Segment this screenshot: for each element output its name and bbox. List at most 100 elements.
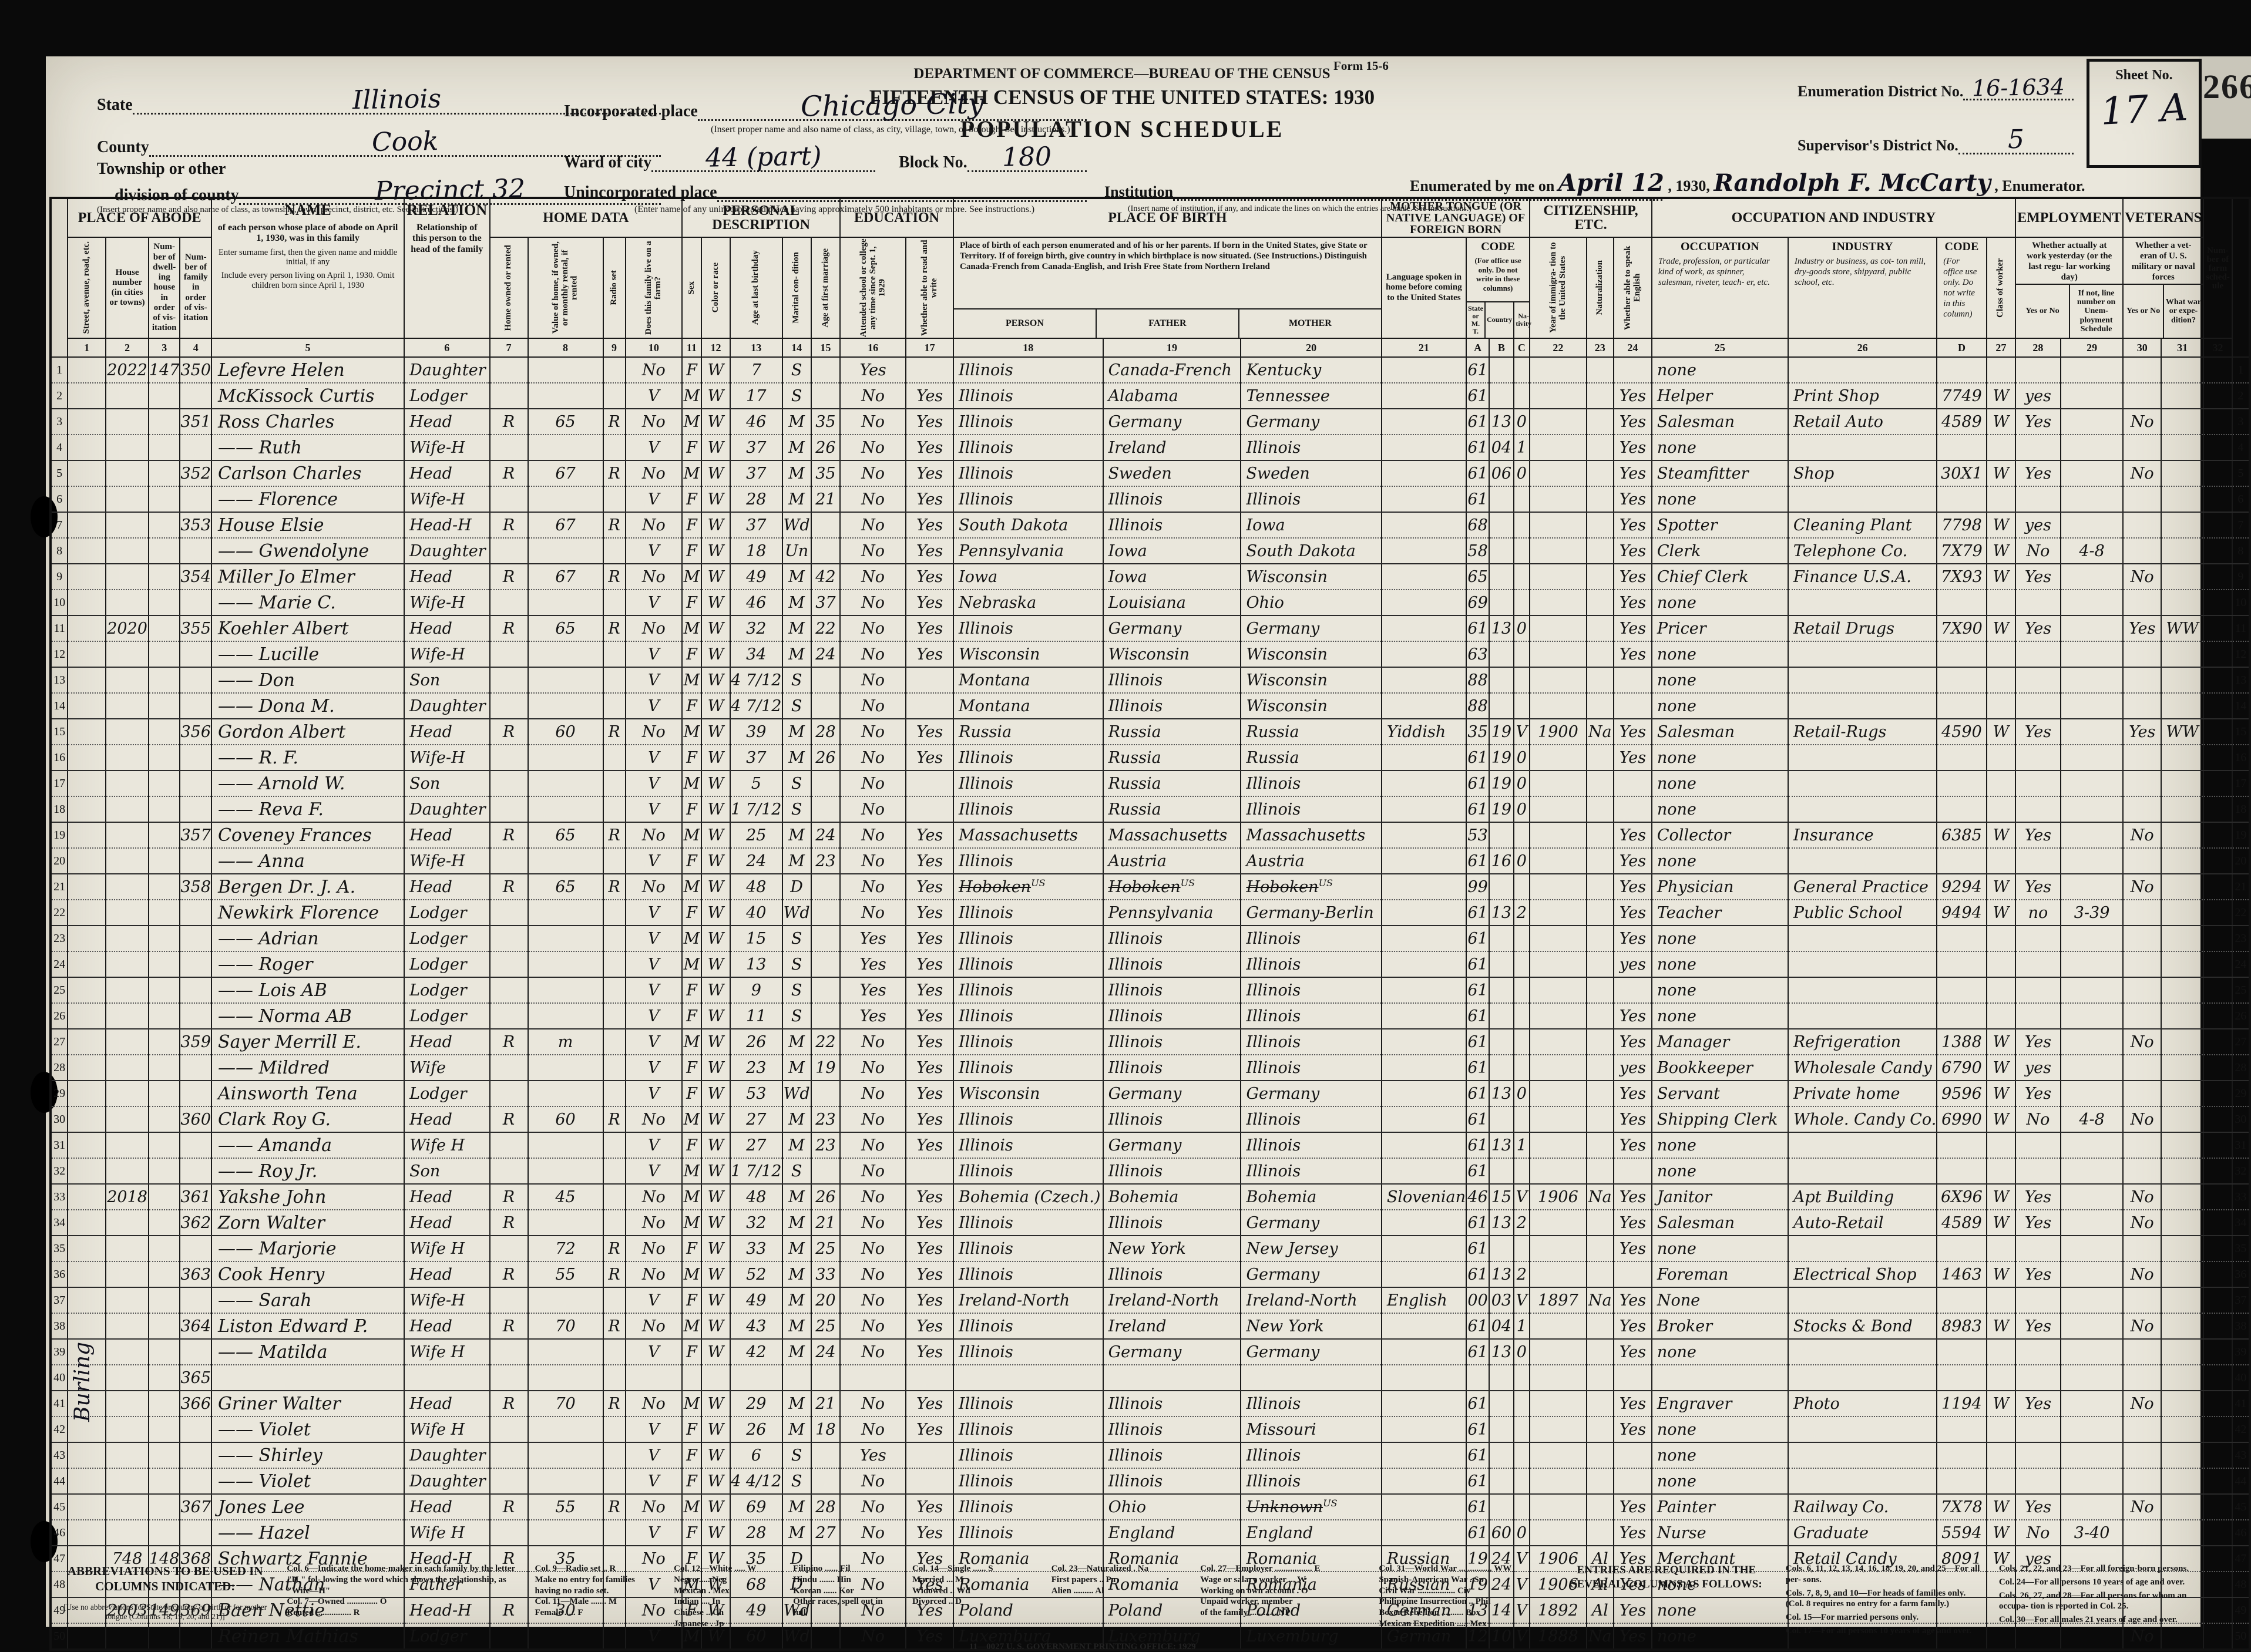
col-number-16: 16 [839,338,907,358]
cell-family-number [179,383,213,409]
cell-at-work: No [2015,1520,2061,1546]
cell-attended-school: No [839,486,907,513]
film-edge: 266 [2199,56,2251,139]
entries-col-a: Cols. 6, 11, 12, 13, 14, 16, 18, 19, 20,… [1785,1564,1980,1636]
cell-relation: Head [404,874,490,900]
group-relation: RELATION Relationship of this person to t… [404,197,490,339]
cell-birthplace-mother: Illinois [1240,1003,1382,1029]
cell-at-work [2015,693,2061,719]
cell-veteran [2122,1287,2162,1314]
cell-house-number [105,1442,149,1469]
person-row-38: 38 364 Liston Edward P. Head R 70 R No M W 43 M 25 No… [49,1313,2251,1340]
cell-code-a: 61 [1465,771,1490,797]
gpo-imprint: 11—0027 U. S. GOVERNMENT PRINTING OFFICE… [969,1642,1196,1651]
cell-immigration-year [1529,1520,1587,1546]
cell-color-race: W [700,1520,731,1546]
cell-line-right: 23 [2231,926,2251,952]
cell-industry: Wholesale Candy [1787,1055,1938,1081]
cell-name: —— Marjorie [211,1236,405,1262]
cell-relation: Head [404,460,490,487]
cell-street [67,1029,107,1055]
cell-line-right: 3 [2231,409,2251,435]
ward-value: 44 (part) [705,141,822,173]
cell-house-number [105,1468,149,1495]
cell-code-a: 61 [1465,1494,1490,1520]
cell-radio-set [602,1210,626,1236]
cell-sex: F [681,900,702,926]
col-label-value-of-home-if-owned-or-mont: Value of home, if owned, or monthly rent… [527,237,604,339]
cell-name: —— Nathan [211,1572,405,1598]
col-number-27: 27 [1985,338,2017,358]
group-name: NAME of each person whose place of abode … [211,197,405,339]
cell-line-right: 11 [2231,615,2251,642]
cell-code-d: 6385 [1936,822,1987,849]
abbrev-block-4: Filipino ...... Fil Hindu ....... Hin Kore… [793,1564,883,1617]
cell-read-write: Yes [905,1417,954,1443]
cell-relation: Wife-H [404,1287,490,1314]
cell-age: 28 [730,486,783,513]
cell-birthplace-father: Illinois [1102,1003,1242,1029]
cell-age: 4 7/12 [730,667,783,694]
cell-line-right: 5 [2231,460,2251,487]
cell-line-left: 7 [49,512,69,539]
cell-street [67,1494,107,1520]
cell-code-c: 0 [1513,409,1531,435]
cell-relation: Father [404,1572,490,1598]
cell-age-first-marriage: 22 [810,1029,841,1055]
cell-home-value [527,1468,604,1495]
cell-line-right: 35 [2231,1236,2251,1262]
cell-code-a: 69 [1465,590,1490,616]
cell-age-first-marriage: 35 [810,409,841,435]
cell-age: 42 [730,1339,783,1365]
cell-birthplace-mother: Germany [1240,615,1382,642]
cell-line-right: 49 [2231,1597,2251,1624]
cell-code-a: 61 [1465,1029,1490,1055]
cell-farm-schedule [2203,460,2233,487]
cell-code-d: 5594 [1936,1520,1987,1546]
cell-birthplace-person: Illinois [953,1520,1104,1546]
cell-house-number [105,1132,149,1159]
column-label-row: Street, avenue, road, etc. House number (… [51,237,2250,339]
cell-dwelling-number [147,1391,181,1417]
cell-name: —— Sarah [211,1287,405,1314]
cell-radio-set [602,1468,626,1495]
cell-mother-tongue [1380,512,1467,539]
cell-class-of-worker [1985,435,2017,461]
enumeration-district-label: Enumeration District No. [1798,83,1964,100]
cell-marital-condition: M [781,1339,812,1365]
cell-farm-schedule [2203,383,2233,409]
cell-mother-tongue [1380,460,1467,487]
cell-line-left: 48 [49,1572,69,1598]
cell-house-number [105,1313,149,1340]
cell-line-left: 43 [49,1442,69,1469]
person-row-33: 33 2018 361 Yakshe John Head R 45 No M W 48 M 26 No Ye… [49,1184,2251,1210]
cell-industry: Cleaning Plant [1787,512,1938,539]
cell-occupation: none [1651,1132,1789,1159]
cell-at-work [2015,796,2061,823]
cell-home-owned-or-rented [489,1442,529,1469]
cell-class-of-worker: W [1985,1391,2017,1417]
cell-birthplace-mother: Illinois [1240,1442,1382,1469]
cell-industry [1787,1132,1938,1159]
person-row-21: 21 358 Bergen Dr. J. A. Head R 65 R No M W 48 D No Ye… [49,874,2251,900]
cell-naturalization [1585,1442,1614,1469]
cell-farm: No [624,1106,683,1133]
cell-birthplace-father: Germany [1102,409,1242,435]
cell-unemployment-line [2060,564,2124,590]
incorporated-label: Incorporated place [564,102,698,121]
cell-name: Ainsworth Tena [211,1081,405,1107]
cell-speaks-english: Yes [1612,486,1652,513]
cell-age-first-marriage [810,538,841,564]
cell-sex: F [681,848,702,874]
cell-code-b [1489,926,1514,952]
cell-home-owned-or-rented [489,1520,529,1546]
cell-marital-condition: Wd [781,1597,812,1624]
cell-family-number [179,1236,213,1262]
cell-home-value [527,1287,604,1314]
cell-class-of-worker: W [1985,1055,2017,1081]
cell-attended-school: Yes [839,977,907,1004]
cell-code-b [1489,977,1514,1004]
cell-farm-schedule [2203,1236,2233,1262]
cell-industry: Telephone Co. [1787,538,1938,564]
cell-read-write: Yes [905,1287,954,1314]
